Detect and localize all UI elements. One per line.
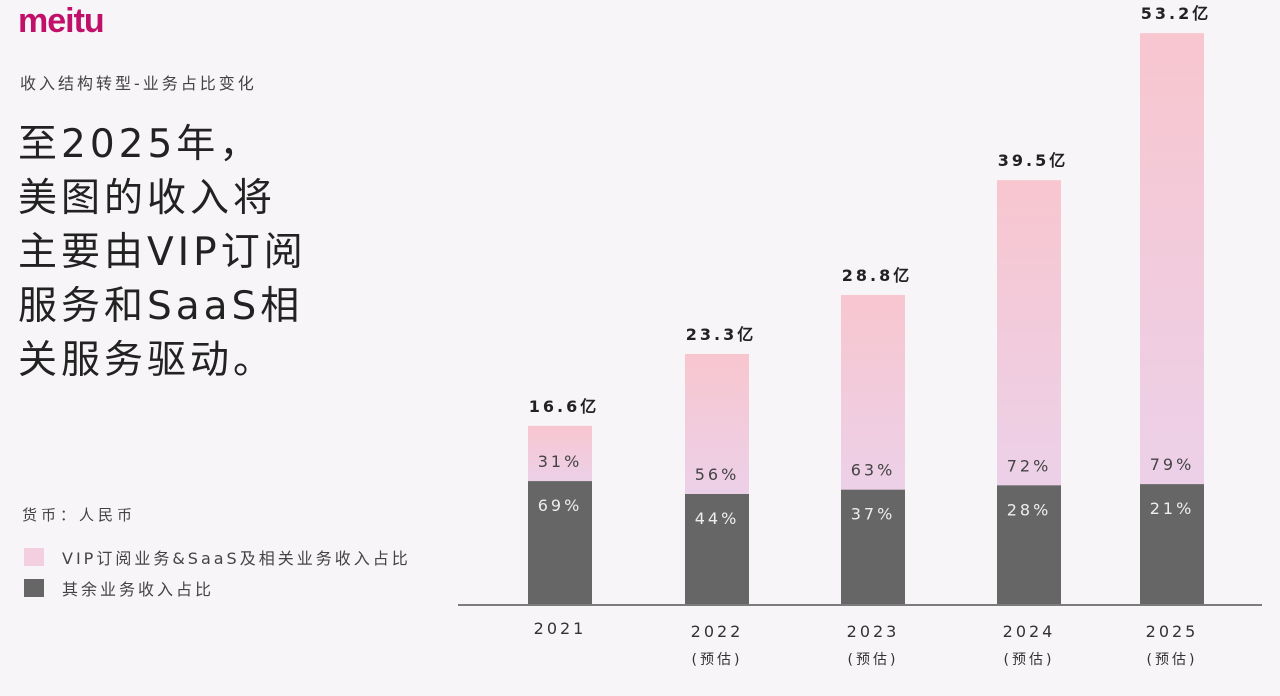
data-label-vip: 79% — [1150, 455, 1195, 474]
bar-segment-vip — [841, 294, 905, 490]
x-tick-label: 2025 — [1146, 622, 1199, 641]
bar-segment-vip — [685, 353, 749, 494]
legend-label: VIP订阅业务&SaaS及相关业务收入占比 — [62, 549, 411, 568]
legend-swatch-other — [24, 579, 44, 597]
headline-line: 服务和SaaS相 — [18, 284, 304, 329]
headline-line: 主要由VIP订阅 — [18, 230, 307, 275]
legend-label: 其余业务收入占比 — [62, 580, 215, 599]
legend-swatch-vip — [24, 548, 44, 566]
data-label-vip: 63% — [851, 461, 896, 480]
bar-segment-other — [1140, 484, 1204, 604]
headline: 至2025年， 美图的收入将 主要由VIP订阅 服务和SaaS相 关服务驱动。 — [18, 118, 307, 388]
x-tick-note: (预估) — [848, 652, 899, 668]
x-tick-label: 2021 — [534, 619, 587, 638]
bar-segment-vip — [997, 180, 1061, 486]
data-label-vip: 31% — [538, 452, 583, 471]
bar-segment-vip — [528, 425, 592, 482]
x-tick-note: (预估) — [692, 652, 743, 668]
total-label: 39.5亿 — [998, 151, 1068, 170]
legend-item-other: 其余业务收入占比 — [24, 576, 214, 600]
data-label-vip: 72% — [1007, 456, 1052, 475]
x-tick-label: 2024 — [1003, 622, 1056, 641]
data-label-other: 37% — [851, 505, 896, 524]
total-label: 53.2亿 — [1141, 4, 1211, 23]
data-label-other: 44% — [695, 509, 740, 528]
legend-item-vip: VIP订阅业务&SaaS及相关业务收入占比 — [24, 545, 411, 569]
total-label: 16.6亿 — [529, 397, 599, 416]
bar-segment-other — [685, 493, 749, 604]
currency-note: 货币：人民币 — [22, 506, 137, 524]
x-tick-label: 2022 — [691, 622, 744, 641]
bar-segment-other — [841, 489, 905, 604]
data-label-vip: 56% — [695, 465, 740, 484]
data-label-other: 28% — [1007, 500, 1052, 519]
slide-subtitle: 收入结构转型-业务占比变化 — [20, 74, 257, 93]
bar-segment-other — [997, 485, 1061, 604]
x-tick-label: 2023 — [847, 622, 900, 641]
x-tick-note: (预估) — [1004, 652, 1055, 668]
x-tick-note: (预估) — [1147, 652, 1198, 668]
headline-line: 至2025年， — [18, 122, 263, 167]
meitu-logo: meitu — [18, 2, 105, 40]
headline-line: 美图的收入将 — [18, 176, 277, 221]
data-label-other: 69% — [538, 496, 583, 515]
bar-segment-vip — [1140, 33, 1204, 485]
bar-segment-other — [528, 481, 592, 604]
total-label: 28.8亿 — [842, 266, 912, 285]
headline-line: 关服务驱动。 — [18, 338, 277, 383]
data-label-other: 21% — [1150, 499, 1195, 518]
total-label: 23.3亿 — [686, 325, 756, 344]
